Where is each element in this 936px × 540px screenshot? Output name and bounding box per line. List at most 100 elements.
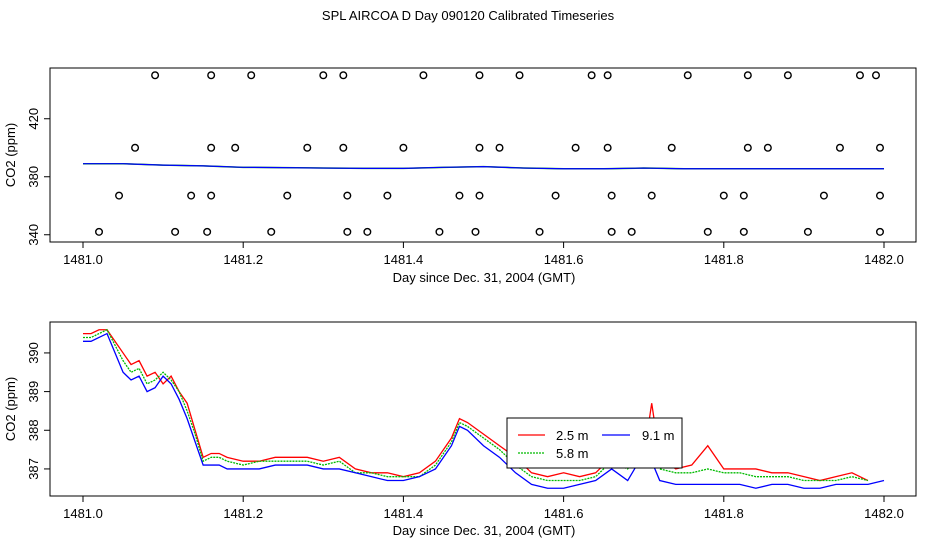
top-xtick-label: 1482.0: [864, 252, 904, 267]
top-xlabel: Day since Dec. 31, 2004 (GMT): [393, 270, 576, 285]
bottom-ytick-label: 387: [26, 458, 41, 480]
scatter-point: [855, 71, 864, 80]
bottom-ytick-label: 388: [26, 419, 41, 441]
scatter-point: [343, 191, 352, 200]
bottom-series-lines: [83, 328, 885, 489]
scatter-point: [535, 227, 544, 236]
scatter-point: [803, 227, 812, 236]
scatter-point: [603, 143, 612, 152]
scatter-point: [115, 191, 124, 200]
legend-label-5-8m: 5.8 m: [556, 446, 589, 461]
top-line-blue: [83, 163, 884, 170]
legend: 2.5 m 5.8 m 9.1 m: [506, 417, 683, 469]
scatter-point: [667, 143, 676, 152]
top-ytick-label: 420: [26, 108, 41, 130]
scatter-point: [743, 71, 752, 80]
top-mean-line: [83, 162, 884, 170]
scatter-point: [475, 191, 484, 200]
scatter-point: [319, 71, 328, 80]
scatter-point: [455, 191, 464, 200]
scatter-point: [871, 71, 880, 80]
scatter-point: [95, 227, 104, 236]
scatter-point: [875, 227, 884, 236]
series-line-2-5-m: [83, 329, 869, 482]
top-ytick-label: 340: [26, 224, 41, 246]
scatter-point: [435, 227, 444, 236]
scatter-point: [603, 71, 612, 80]
scatter-point: [515, 71, 524, 80]
scatter-point: [875, 191, 884, 200]
legend-label-2-5m: 2.5 m: [556, 428, 589, 443]
scatter-point: [203, 227, 212, 236]
bottom-xtick-label: 1481.8: [704, 506, 744, 521]
scatter-point: [647, 191, 656, 200]
scatter-point: [875, 143, 884, 152]
scatter-point: [207, 143, 216, 152]
bottom-xtick-label: 1481.2: [223, 506, 263, 521]
top-xtick-label: 1481.4: [384, 252, 424, 267]
scatter-point: [151, 71, 160, 80]
scatter-point: [363, 227, 372, 236]
bottom-ylabel: CO2 (ppm): [3, 377, 18, 441]
bottom-xtick-label: 1481.4: [384, 506, 424, 521]
chart-title: SPL AIRCOA D Day 090120 Calibrated Times…: [321, 8, 615, 23]
scatter-point: [207, 71, 216, 80]
scatter-point: [495, 143, 504, 152]
legend-box: [506, 417, 683, 469]
scatter-point: [207, 191, 216, 200]
scatter-point: [783, 71, 792, 80]
scatter-point: [419, 71, 428, 80]
scatter-point: [475, 71, 484, 80]
top-xtick-label: 1481.2: [223, 252, 263, 267]
scatter-point: [231, 143, 240, 152]
bottom-xtick-label: 1481.0: [63, 506, 103, 521]
scatter-point: [819, 191, 828, 200]
scatter-point: [719, 191, 728, 200]
scatter-point: [187, 191, 196, 200]
scatter-point: [303, 143, 312, 152]
scatter-point: [743, 143, 752, 152]
bottom-ytick-label: 390: [26, 342, 41, 364]
scatter-point: [171, 227, 180, 236]
top-axes: 1481.0 1481.2 1481.4 1481.6 1481.8 1482.0 340 3…: [26, 108, 904, 267]
scatter-point: [739, 227, 748, 236]
scatter-point: [343, 227, 352, 236]
series-line-9-1-m: [83, 332, 885, 489]
scatter-point: [247, 71, 256, 80]
scatter-point: [475, 143, 484, 152]
bottom-xtick-label: 1482.0: [864, 506, 904, 521]
scatter-point: [683, 71, 692, 80]
top-xtick-label: 1481.8: [704, 252, 744, 267]
scatter-point: [399, 143, 408, 152]
scatter-point: [471, 227, 480, 236]
scatter-point: [283, 191, 292, 200]
top-ylabel: CO2 (ppm): [3, 123, 18, 187]
scatter-point: [267, 227, 276, 236]
scatter-point: [339, 143, 348, 152]
scatter-point: [587, 71, 596, 80]
top-xtick-label: 1481.0: [63, 252, 103, 267]
top-plot-frame: [49, 67, 917, 243]
bottom-xtick-label: 1481.6: [544, 506, 584, 521]
scatter-point: [607, 191, 616, 200]
top-scatter-points: [95, 71, 884, 236]
scatter-point: [131, 143, 140, 152]
scatter-point: [571, 143, 580, 152]
bottom-xlabel: Day since Dec. 31, 2004 (GMT): [393, 523, 576, 538]
scatter-point: [703, 227, 712, 236]
scatter-point: [627, 227, 636, 236]
bottom-ytick-label: 389: [26, 381, 41, 403]
scatter-point: [607, 227, 616, 236]
bottom-axes: 1481.0 1481.2 1481.4 1481.6 1481.8 1482.0 387 3…: [26, 342, 904, 521]
bottom-plot-frame: [49, 321, 917, 497]
scatter-point: [739, 191, 748, 200]
scatter-point: [383, 191, 392, 200]
top-ytick-label: 380: [26, 166, 41, 188]
scatter-point: [551, 191, 560, 200]
legend-label-9-1m: 9.1 m: [642, 428, 675, 443]
scatter-point: [339, 71, 348, 80]
top-xtick-label: 1481.6: [544, 252, 584, 267]
scatter-point: [835, 143, 844, 152]
scatter-point: [763, 143, 772, 152]
